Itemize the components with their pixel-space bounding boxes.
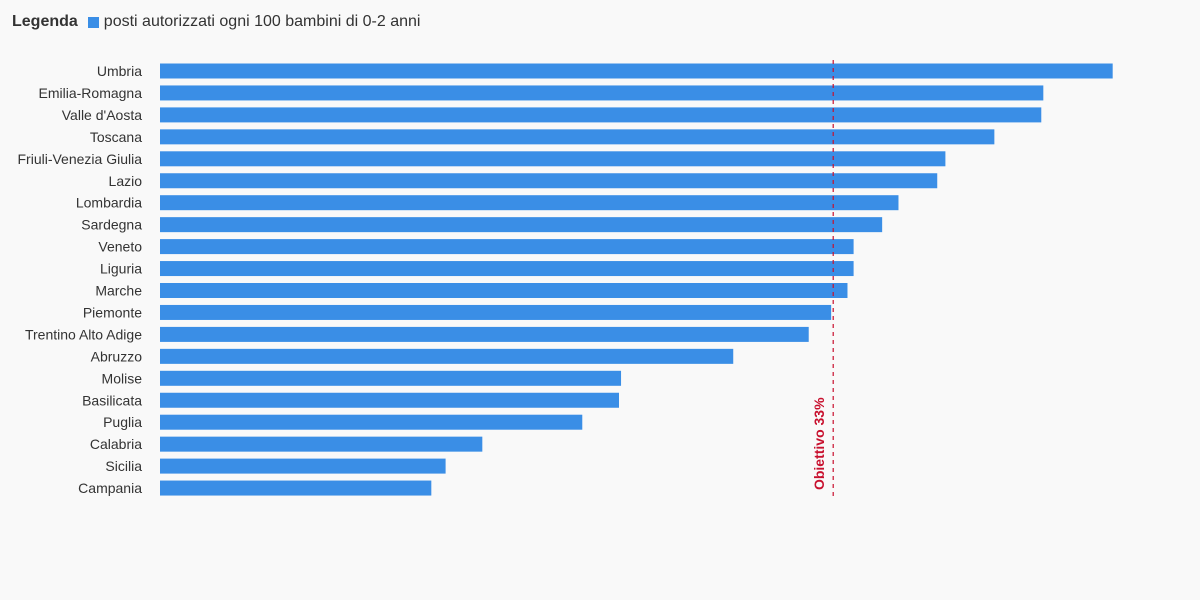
category-label: Liguria: [100, 261, 142, 277]
category-label: Valle d'Aosta: [62, 107, 142, 123]
bar[interactable]: [160, 261, 854, 277]
category-label: Veneto: [98, 239, 142, 255]
bar[interactable]: [160, 326, 809, 342]
category-label: Friuli-Venezia Giulia: [18, 151, 143, 167]
category-label: Trentino Alto Adige: [25, 326, 142, 342]
category-label: Campania: [78, 480, 142, 496]
bar[interactable]: [160, 348, 734, 364]
category-label: Basilicata: [82, 392, 142, 408]
bar[interactable]: [160, 195, 899, 211]
category-label: Piemonte: [83, 304, 142, 320]
category-label: Emilia-Romagna: [39, 85, 143, 101]
bar[interactable]: [160, 480, 432, 496]
category-label: Lazio: [109, 173, 143, 189]
bar[interactable]: [160, 151, 946, 167]
bar[interactable]: [160, 239, 854, 255]
bar[interactable]: [160, 85, 1044, 101]
bar[interactable]: [160, 414, 583, 430]
target-label: Obiettivo 33%: [811, 397, 827, 490]
bar[interactable]: [160, 173, 938, 189]
legend-swatch: [87, 16, 99, 28]
bar[interactable]: [160, 370, 622, 386]
bar[interactable]: [160, 392, 619, 408]
category-label: Molise: [102, 370, 143, 386]
bar[interactable]: [160, 129, 995, 145]
category-label: Marche: [95, 283, 142, 299]
category-label: Sicilia: [105, 458, 142, 474]
category-label: Toscana: [90, 129, 142, 145]
legend-series-label: posti autorizzati ogni 100 bambini di 0-…: [103, 13, 421, 30]
category-label: Calabria: [90, 436, 142, 452]
bar[interactable]: [160, 107, 1042, 123]
bar[interactable]: [160, 458, 446, 474]
category-label: Umbria: [97, 63, 142, 79]
bar[interactable]: [160, 304, 832, 320]
bar[interactable]: [160, 436, 483, 452]
legend-title: Legenda: [12, 13, 78, 30]
category-label: Abruzzo: [91, 348, 143, 364]
category-label: Sardegna: [81, 217, 142, 233]
bar[interactable]: [160, 63, 1113, 79]
bar[interactable]: [160, 283, 848, 298]
category-label: Lombardia: [76, 195, 142, 211]
category-label: Puglia: [103, 414, 142, 430]
legend: Legenda posti autorizzati ogni 100 bambi…: [12, 13, 420, 31]
bar[interactable]: [160, 217, 883, 233]
